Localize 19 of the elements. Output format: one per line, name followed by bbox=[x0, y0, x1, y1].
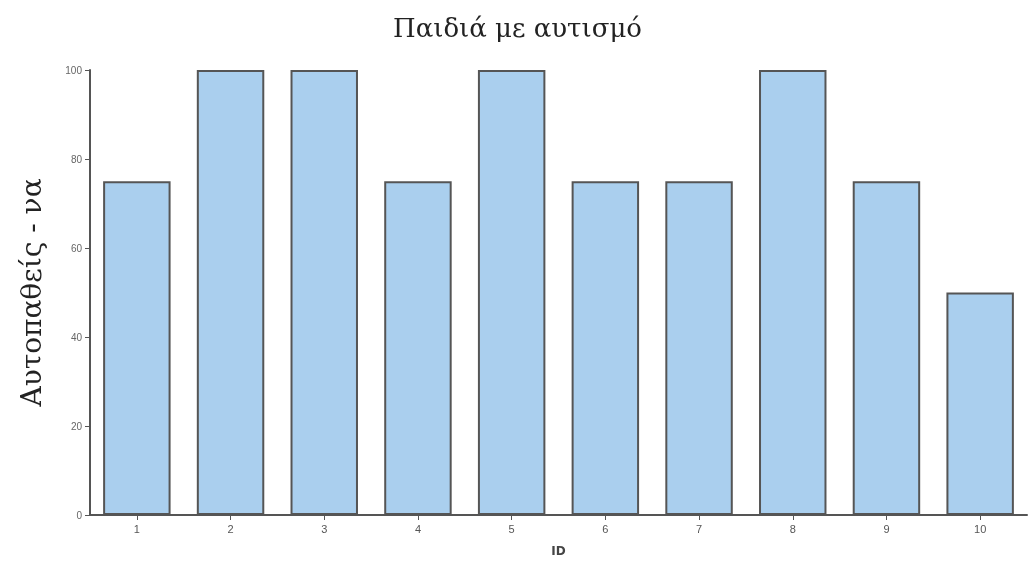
x-tick-label: 3 bbox=[321, 522, 328, 535]
y-tick-label: 100 bbox=[65, 64, 83, 76]
x-tick-label: 9 bbox=[883, 522, 890, 535]
y-tick-label: 80 bbox=[70, 153, 83, 165]
x-tick-label: 6 bbox=[602, 522, 609, 535]
x-tick-label: 8 bbox=[789, 522, 796, 535]
y-tick-label: 0 bbox=[76, 509, 83, 521]
x-tick-label: 7 bbox=[695, 522, 703, 535]
x-tick-label: 2 bbox=[227, 522, 234, 535]
chart-title: Παιδιά με αυτισμό bbox=[393, 13, 642, 43]
y-tick-label: 40 bbox=[70, 331, 83, 343]
y-axis-title: Αυτοπαθείς - να bbox=[14, 178, 48, 408]
x-tick-label: 5 bbox=[508, 522, 515, 535]
x-tick-label: 4 bbox=[414, 522, 422, 535]
x-axis-title: ID bbox=[551, 544, 566, 558]
y-tick-label: 20 bbox=[70, 420, 83, 432]
x-tick-label: 10 bbox=[974, 522, 987, 535]
x-tick-label: 1 bbox=[133, 522, 140, 535]
y-tick-label: 60 bbox=[70, 242, 83, 254]
